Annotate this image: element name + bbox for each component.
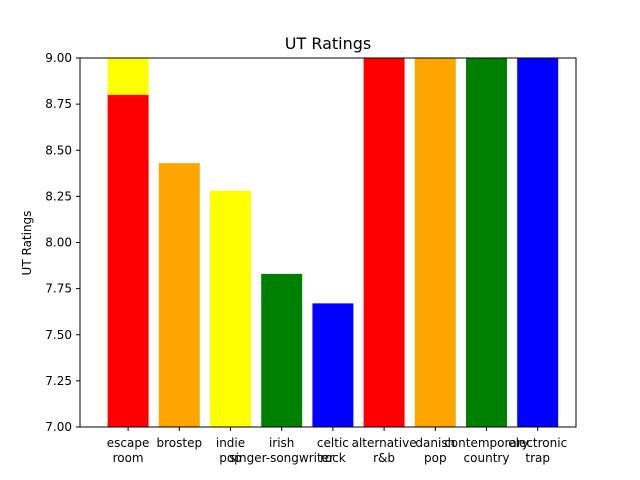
bar-main-5 bbox=[363, 58, 405, 427]
chart-title: UT Ratings bbox=[285, 34, 372, 53]
x-tick-label-6: danish pop bbox=[415, 436, 455, 465]
x-tick-label-line: room bbox=[113, 451, 144, 465]
bars-group bbox=[107, 58, 559, 428]
x-tick-label-line: brostep bbox=[157, 436, 203, 450]
x-tick-label-0: escape room bbox=[107, 436, 150, 465]
bar-main-7 bbox=[466, 58, 507, 427]
x-tick-label-line: pop bbox=[424, 451, 447, 465]
x-tick-label-1: brostep bbox=[157, 436, 203, 450]
y-tick-label-3: 7.75 bbox=[45, 282, 72, 296]
x-tick-label-line: r&b bbox=[373, 451, 395, 465]
bar-main-3 bbox=[261, 273, 303, 427]
y-tick-label-8: 9.00 bbox=[45, 51, 72, 65]
x-tick-label-7: contemporary country bbox=[444, 436, 529, 465]
bar-main-8 bbox=[517, 58, 559, 427]
x-tick-label-8: electronic trap bbox=[508, 436, 567, 465]
x-tick-label-5: alternative r&b bbox=[352, 436, 417, 465]
bar-main-2 bbox=[210, 190, 251, 427]
x-tick-label-line: electronic bbox=[508, 436, 567, 450]
bar-main-4 bbox=[312, 303, 354, 427]
y-axis: 7.00 7.25 7.50 7.75 8.00 8.25 8.50 8.75 9.00 bbox=[45, 51, 80, 434]
x-tick-label-3: irish singer-songwriter bbox=[229, 436, 334, 465]
x-tick-label-line: country bbox=[464, 451, 510, 465]
y-tick-label-7: 8.75 bbox=[45, 97, 72, 111]
x-tick-label-line: contemporary bbox=[444, 436, 529, 450]
x-tick-label-line: celtic bbox=[317, 436, 349, 450]
y-tick-label-0: 7.00 bbox=[45, 420, 72, 434]
plot-frame bbox=[79, 57, 577, 428]
y-tick-label-6: 8.50 bbox=[45, 143, 72, 157]
x-tick-label-line: indie bbox=[216, 436, 245, 450]
y-axis-label: UT Ratings bbox=[20, 211, 34, 276]
bar-main-1 bbox=[158, 163, 200, 428]
x-tick-label-line: singer-songwriter bbox=[229, 451, 334, 465]
x-tick-label-line: danish bbox=[415, 436, 455, 450]
x-tick-label-4: celtic rock bbox=[317, 436, 349, 465]
y-tick-label-2: 7.50 bbox=[45, 328, 72, 342]
x-tick-label-2: indie pop bbox=[216, 436, 245, 465]
x-tick-label-line: escape bbox=[107, 436, 150, 450]
bar-overlay-0 bbox=[107, 94, 149, 428]
y-tick-label-5: 8.25 bbox=[45, 189, 72, 203]
x-tick-label-line: irish bbox=[269, 436, 294, 450]
x-tick-label-line: alternative bbox=[352, 436, 417, 450]
y-tick-label-1: 7.25 bbox=[45, 374, 72, 388]
bar-main-6 bbox=[414, 58, 456, 427]
x-tick-label-line: trap bbox=[525, 451, 550, 465]
x-tick-label-line: rock bbox=[320, 451, 346, 465]
y-tick-label-4: 8.00 bbox=[45, 236, 72, 250]
x-tick-label-line: pop bbox=[219, 451, 242, 465]
